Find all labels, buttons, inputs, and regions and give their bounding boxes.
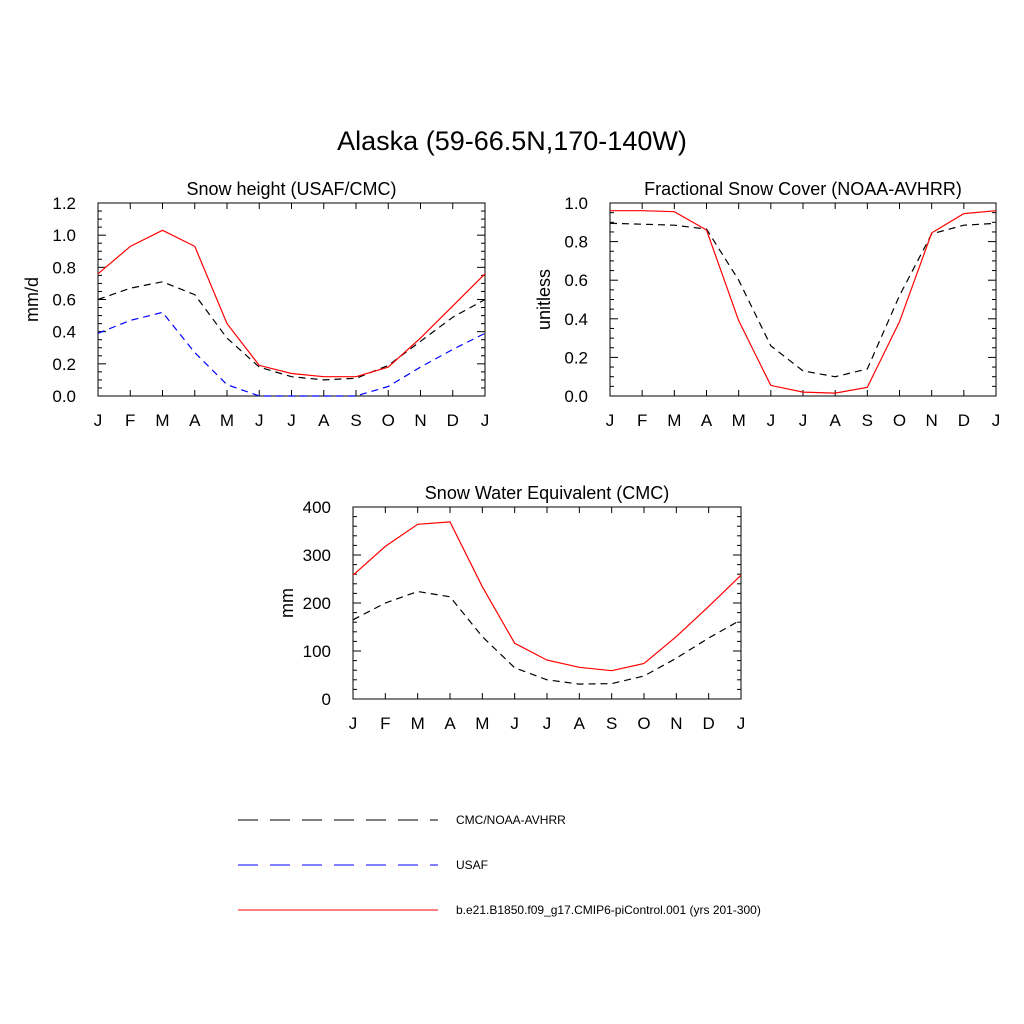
legend-item-usaf: USAF (238, 858, 488, 872)
swe-y-tick-label: 0 (322, 690, 331, 709)
snow-height-x-tick-label: J (287, 411, 296, 430)
snow-cover-series-model (610, 210, 997, 394)
swe-series-cmc (352, 590, 742, 685)
swe-x-tick-label: N (670, 714, 682, 733)
snow-cover-y-tick-label: 0.0 (564, 387, 588, 406)
snow-height-series-cmc (97, 281, 486, 381)
snow-height-y-tick-label: 1.2 (52, 194, 76, 213)
snow-height-y-tick-label: 0.0 (52, 387, 76, 406)
swe-y-tick-label: 200 (303, 594, 331, 613)
snow-height-y-tick-label: 1.0 (52, 226, 76, 245)
swe-series-model (352, 521, 742, 672)
swe-plot-frame (352, 506, 742, 700)
snow-cover-y-tick-label: 0.2 (564, 348, 588, 367)
legend-item-model: b.e21.B1850.f09_g17.CMIP6-piControl.001 … (238, 903, 761, 917)
swe-x-tick-label: A (574, 714, 586, 733)
snow-cover-x-tick-label: N (926, 411, 938, 430)
swe-x-tick-label: O (637, 714, 650, 733)
swe-x-tick-label: M (475, 714, 489, 733)
swe-y-axis-label: mm (277, 588, 297, 618)
swe-x-tick-label: S (606, 714, 617, 733)
swe-x-tick-label: J (510, 714, 519, 733)
legend-item-cmc: CMC/NOAA-AVHRR (238, 813, 566, 827)
snow-height-x-tick-label: J (255, 411, 264, 430)
snow-height-x-tick-label: S (350, 411, 361, 430)
snow-cover-x-tick-label: J (992, 411, 1001, 430)
snow-cover-series-cmc (609, 222, 997, 378)
snow-water-equivalent-panel: Snow Water Equivalent (CMC)mmJ F M A M J J A S O N… (277, 483, 745, 733)
snow-cover-y-tick-label: 0.8 (564, 233, 588, 252)
snow-cover-x-tick-label: S (862, 411, 873, 430)
swe-x-tick-label: M (411, 714, 425, 733)
swe-x-tick-label: A (444, 714, 456, 733)
swe-x-tick-label: J (349, 714, 358, 733)
snow-height-y-tick-label: 0.4 (52, 323, 76, 342)
fractional-snow-cover-panel: Fractional Snow Cover (NOAA-AVHRR) unitle… (534, 179, 1000, 430)
snow-cover-y-tick-label: 0.6 (564, 271, 588, 290)
snow-height-x-tick-label: O (382, 411, 395, 430)
swe-x-tick-label: J (737, 714, 746, 733)
snow-height-series-usaf (97, 311, 486, 397)
snow-height-x-tick-label: N (414, 411, 426, 430)
swe-x-tick-label: D (703, 714, 715, 733)
snow-cover-y-axis-label: unitless (534, 269, 554, 330)
snow-cover-x-tick-label: M (732, 411, 746, 430)
snow-cover-x-tick-label: D (958, 411, 970, 430)
snow-cover-x-tick-label: A (701, 411, 713, 430)
snow-height-x-tick-label: D (447, 411, 459, 430)
swe-y-tick-label: 300 (303, 546, 331, 565)
snow-cover-x-tick-label: J (606, 411, 615, 430)
snow-height-y-tick-label: 0.6 (52, 291, 76, 310)
snow-height-x-tick-label: J (94, 411, 103, 430)
snow-cover-y-tick-label: 0.4 (564, 310, 588, 329)
snow-cover-x-tick-label: F (637, 411, 647, 430)
main-title: Alaska (59-66.5N,170-140W) (337, 126, 687, 156)
snow-height-y-axis-label: mm/d (22, 277, 42, 322)
snow-cover-x-tick-label: J (767, 411, 776, 430)
swe-title: Snow Water Equivalent (CMC) (425, 483, 669, 503)
legend-label-cmc: CMC/NOAA-AVHRR (456, 813, 566, 827)
snow-height-x-tick-label: M (155, 411, 169, 430)
swe-x-tick-label: J (543, 714, 552, 733)
legend-label-usaf: USAF (456, 858, 488, 872)
legend-label-model: b.e21.B1850.f09_g17.CMIP6-piControl.001 … (456, 903, 761, 917)
swe-x-tick-label: F (380, 714, 390, 733)
snow-cover-y-tick-label: 1.0 (564, 194, 588, 213)
legend: CMC/NOAA-AVHRR USAF b.e21.B1850.f09_g17.… (238, 813, 761, 917)
snow-height-panel: Snow height (USAF/CMC)mm/dJ F M A M J J A S O N D J0… (22, 179, 489, 430)
snow-height-x-tick-label: A (318, 411, 330, 430)
snow-height-plot-frame (97, 202, 486, 397)
snow-cover-x-tick-label: O (893, 411, 906, 430)
snow-height-x-tick-label: A (189, 411, 201, 430)
swe-y-tick-label: 100 (303, 642, 331, 661)
snow-cover-x-tick-label: M (667, 411, 681, 430)
snow-height-y-tick-label: 0.8 (52, 258, 76, 277)
snow-cover-x-tick-label: J (799, 411, 808, 430)
snow-height-title: Snow height (USAF/CMC) (186, 179, 396, 199)
snow-height-y-tick-label: 0.2 (52, 355, 76, 374)
snow-cover-x-tick-label: A (829, 411, 841, 430)
swe-y-tick-label: 400 (303, 498, 331, 517)
snow-height-x-tick-label: M (220, 411, 234, 430)
snow-height-x-tick-label: J (481, 411, 490, 430)
snow-height-series-model (97, 229, 486, 378)
snow-cover-title: Fractional Snow Cover (NOAA-AVHRR) (644, 179, 962, 199)
snow-height-x-tick-label: F (125, 411, 135, 430)
